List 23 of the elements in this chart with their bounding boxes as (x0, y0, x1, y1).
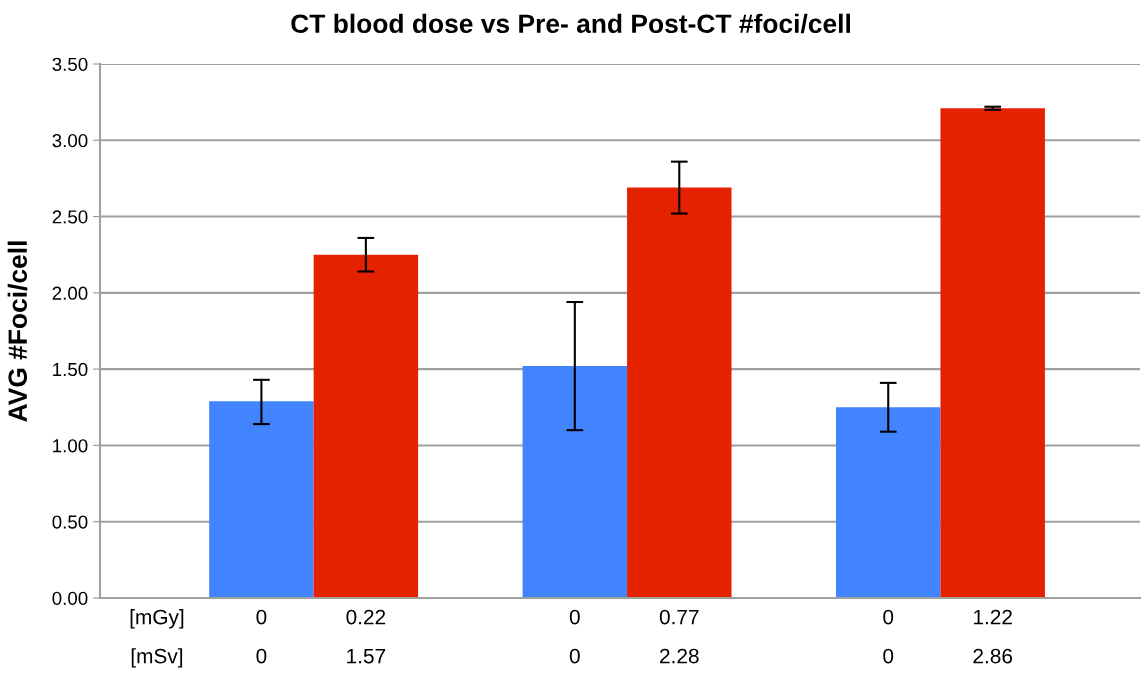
y-tick-label: 3.00 (52, 133, 88, 148)
bar (313, 254, 419, 598)
x-tick-label: 0.77 2.28 (659, 609, 699, 664)
bar (940, 108, 1045, 598)
x-tick-label: [mGy] [mSv] (130, 609, 184, 668)
x-tick-label: 1.22 2.86 (973, 609, 1013, 664)
bar (835, 407, 941, 598)
y-tick-label: 2.50 (52, 210, 88, 224)
bar (522, 366, 628, 598)
y-axis-title: AVG #Foci/cell (7, 241, 28, 422)
y-tick-label: 0.00 (52, 591, 88, 605)
y-tick-label: 0.50 (52, 515, 88, 529)
y-tick-label: 2.00 (52, 286, 88, 300)
x-tick-label: 0 0 (256, 609, 267, 664)
x-tick-label: 0 0 (569, 609, 580, 664)
y-tick-label: 3.50 (52, 57, 88, 71)
bar (627, 187, 732, 598)
y-tick-label: 1.50 (53, 362, 88, 377)
x-tick-label: 0 0 (883, 609, 894, 664)
x-tick-label: 0.22 1.57 (346, 609, 386, 664)
chart-title: CT blood dose vs Pre- and Post-CT #foci/cell (291, 13, 850, 34)
y-tick-label: 1.00 (53, 439, 88, 453)
bar (209, 401, 314, 598)
